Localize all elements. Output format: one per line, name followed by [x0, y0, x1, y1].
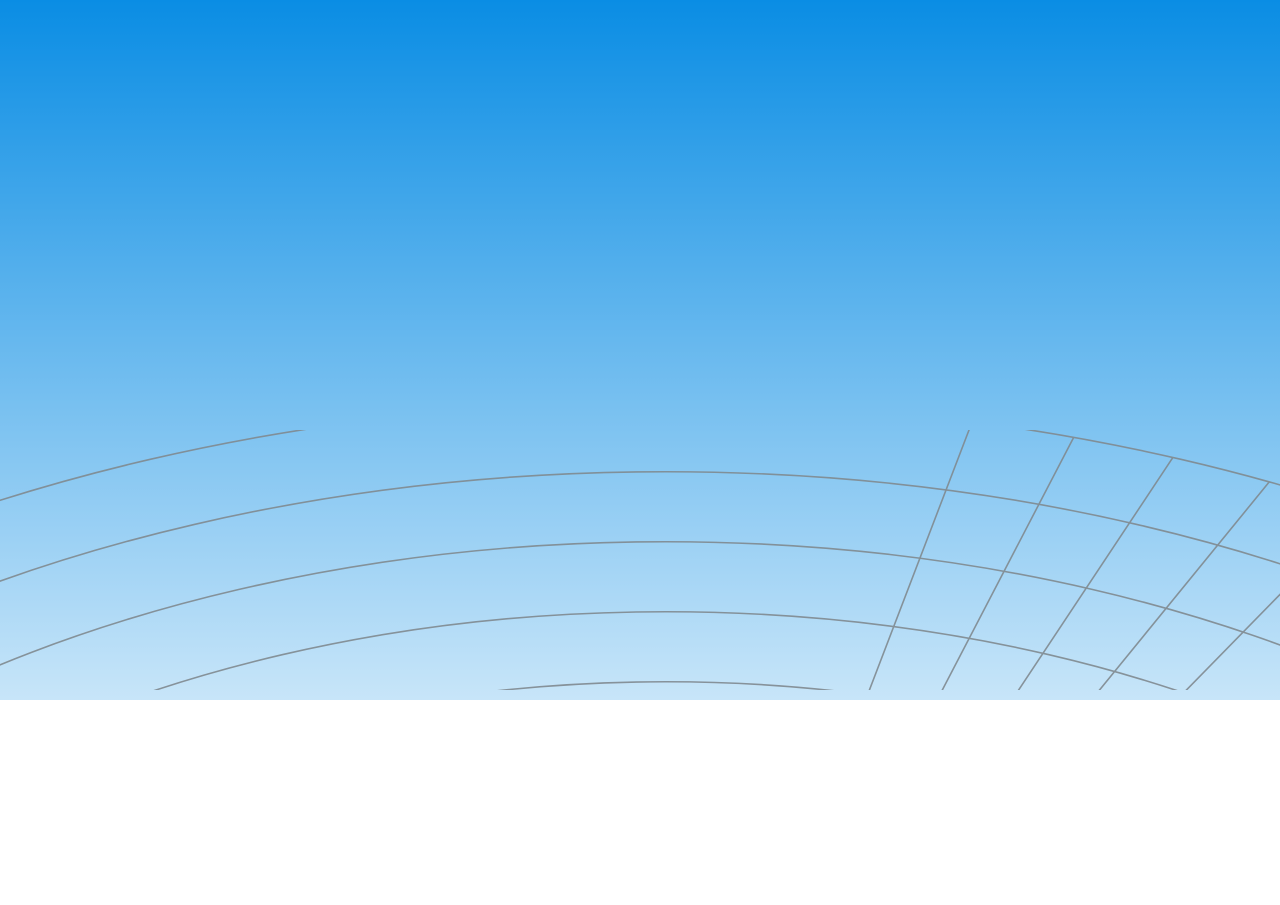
lower-background — [0, 700, 1280, 905]
monthly-bar-chart — [0, 0, 1280, 905]
chart-container — [0, 0, 1280, 905]
